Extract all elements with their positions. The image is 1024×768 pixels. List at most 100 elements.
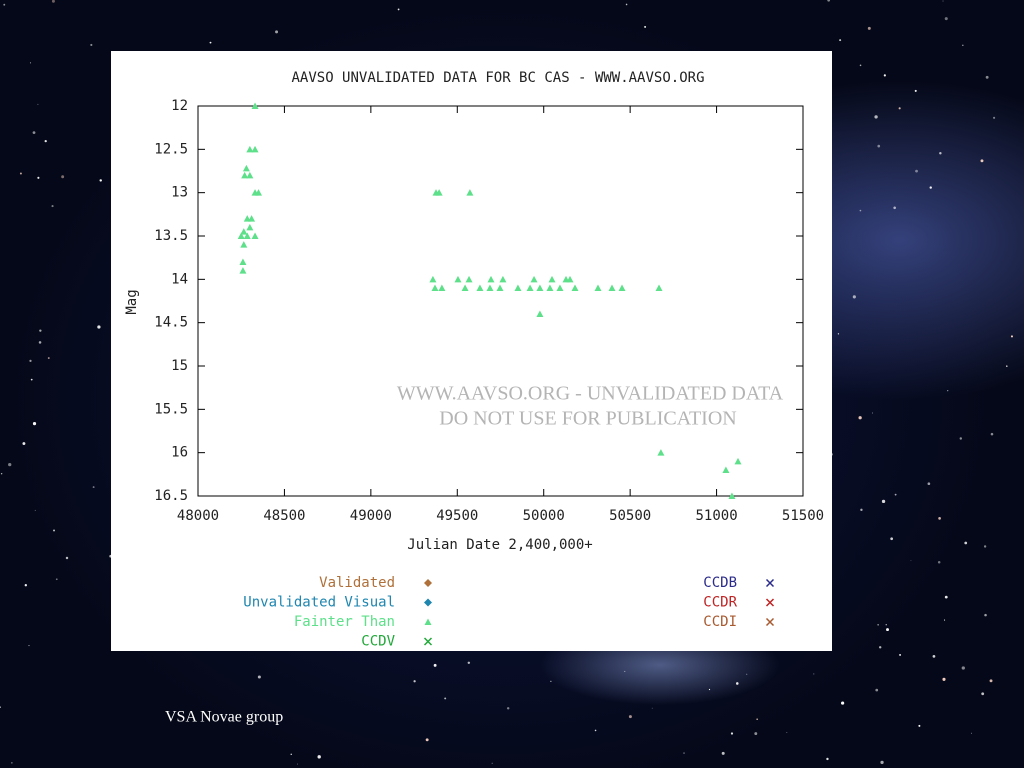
star — [990, 432, 994, 436]
data-point — [438, 284, 446, 291]
legend-label: Unvalidated Visual — [243, 595, 395, 611]
star — [92, 486, 95, 489]
star — [993, 116, 996, 119]
star — [877, 623, 879, 626]
data-point — [571, 284, 579, 291]
legend-marker — [423, 637, 433, 646]
star — [880, 760, 884, 765]
star — [881, 499, 886, 504]
star — [910, 560, 912, 562]
y-tick-label: 13.5 — [154, 228, 188, 244]
star — [32, 131, 36, 135]
data-point — [657, 449, 665, 456]
star — [625, 3, 628, 6]
y-tick-label: 12.5 — [154, 141, 188, 157]
x-tick-label: 49500 — [436, 508, 478, 524]
y-tick-label: 13 — [171, 185, 188, 201]
star — [786, 731, 788, 733]
star — [894, 493, 897, 496]
star — [859, 64, 862, 67]
legend-label: CCDI — [703, 614, 737, 630]
star — [51, 205, 54, 208]
star — [467, 661, 471, 665]
star — [1010, 335, 1013, 338]
star — [989, 679, 993, 683]
y-tick-label: 12 — [171, 98, 188, 114]
star — [425, 738, 429, 742]
watermark: DO NOT USE FOR PUBLICATION — [439, 408, 736, 430]
star — [65, 556, 69, 560]
star — [32, 421, 37, 426]
chart-panel — [111, 51, 832, 651]
data-point — [431, 284, 439, 291]
star — [984, 613, 987, 617]
star — [756, 718, 758, 720]
star — [275, 30, 279, 34]
star — [944, 17, 948, 21]
legend-marker — [765, 598, 775, 607]
data-point — [251, 102, 259, 109]
star — [550, 680, 552, 682]
data-point — [487, 275, 495, 283]
star — [961, 666, 965, 670]
star — [985, 75, 989, 79]
data-point — [655, 284, 663, 291]
x-tick-label: 48500 — [263, 508, 305, 524]
star — [594, 729, 597, 732]
star — [841, 701, 845, 705]
star — [878, 646, 882, 649]
data-point — [251, 232, 259, 239]
star — [983, 545, 987, 548]
star — [628, 715, 632, 719]
star — [30, 378, 33, 381]
chart-title: AAVSO UNVALIDATED DATA FOR BC CAS - WWW.… — [291, 70, 704, 86]
star — [0, 706, 1, 708]
star — [885, 624, 887, 626]
star — [939, 152, 942, 155]
star — [29, 359, 32, 362]
star — [47, 357, 50, 360]
legend-marker — [424, 598, 432, 607]
star — [257, 675, 261, 679]
star — [90, 43, 93, 47]
star — [980, 159, 984, 163]
data-point — [526, 284, 534, 291]
star — [886, 628, 889, 632]
legend-marker — [424, 579, 432, 587]
star — [491, 762, 493, 764]
star — [981, 692, 985, 696]
star — [99, 179, 102, 182]
star — [413, 680, 416, 683]
data-point — [466, 189, 474, 196]
star — [53, 529, 55, 532]
y-tick-label: 16.5 — [154, 488, 188, 504]
legend-marker — [765, 578, 775, 588]
star — [624, 670, 626, 672]
star — [837, 333, 840, 335]
star — [890, 537, 894, 541]
data-point — [255, 189, 262, 196]
star — [397, 8, 400, 11]
star — [898, 107, 901, 110]
watermark: WWW.AAVSO.ORG - UNVALIDATED DATA — [397, 383, 784, 405]
star — [827, 0, 831, 2]
star — [962, 44, 964, 47]
x-tick-label: 51500 — [782, 508, 824, 524]
star — [44, 139, 47, 143]
star — [859, 209, 862, 212]
star — [942, 0, 944, 2]
data-point — [486, 284, 494, 291]
star — [55, 578, 58, 581]
star — [875, 688, 879, 692]
data-point — [499, 275, 507, 283]
y-tick-label: 16 — [171, 445, 188, 461]
data-point — [240, 241, 248, 248]
legend-label: CCDB — [703, 575, 737, 591]
data-point — [728, 492, 736, 499]
data-point — [246, 145, 254, 153]
data-point — [454, 275, 462, 283]
star — [942, 677, 946, 681]
star — [852, 295, 856, 299]
x-tick-label: 50500 — [609, 508, 651, 524]
